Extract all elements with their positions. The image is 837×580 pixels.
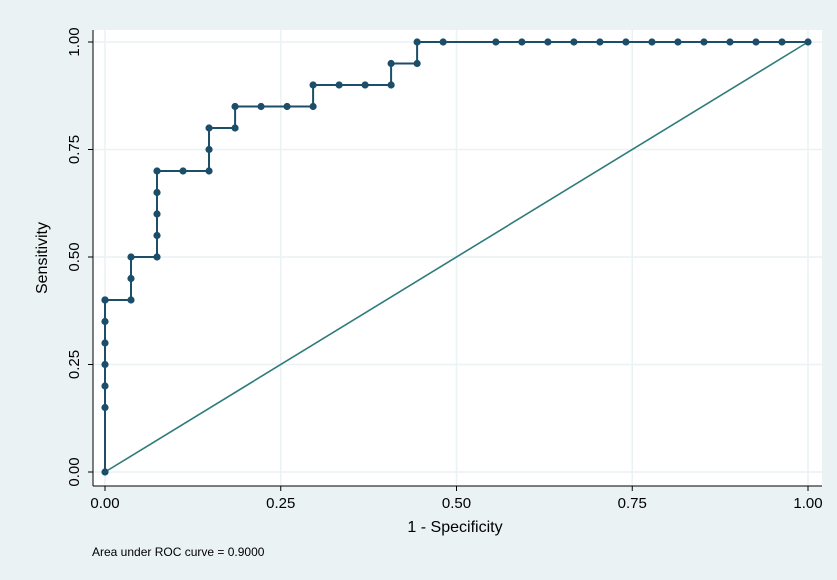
- roc-point: [153, 231, 161, 240]
- roc-point: [622, 38, 630, 46]
- roc-point: [309, 81, 317, 89]
- roc-point: [726, 38, 734, 46]
- x-tick-label-4: 1.00: [793, 495, 822, 512]
- roc-point: [101, 382, 109, 390]
- reference-line: [104, 41, 809, 473]
- y-tick-label-0: 0.00: [66, 457, 83, 486]
- roc-point: [804, 38, 812, 46]
- roc-point: [752, 38, 760, 46]
- roc-point: [231, 124, 239, 132]
- roc-point: [205, 145, 213, 154]
- y-tick-label-2: 0.50: [66, 242, 83, 271]
- auc-note: Area under ROC curve = 0.9000: [92, 545, 265, 559]
- roc-point: [205, 124, 213, 132]
- roc-point: [570, 38, 578, 46]
- roc-point: [231, 102, 239, 111]
- roc-point: [309, 102, 317, 111]
- y-axis-title: Sensitivity: [34, 222, 51, 294]
- roc-point: [518, 38, 526, 46]
- roc-point: [101, 403, 109, 412]
- x-tick-label-3: 0.75: [618, 495, 647, 512]
- y-tick-label-3: 0.75: [66, 135, 83, 164]
- x-axis-title: 1 - Specificity: [407, 519, 502, 536]
- roc-point: [700, 38, 708, 46]
- roc-point: [153, 188, 161, 197]
- roc-point: [127, 296, 135, 304]
- roc-point: [101, 339, 109, 347]
- roc-point: [127, 274, 135, 283]
- y-tick-label-1: 0.25: [66, 350, 83, 379]
- roc-point: [205, 167, 213, 175]
- roc-point: [544, 38, 552, 46]
- roc-point: [101, 296, 109, 304]
- roc-point: [413, 38, 421, 46]
- reference-line-layer: [104, 41, 809, 473]
- roc-point: [179, 167, 187, 175]
- roc-point: [335, 81, 343, 89]
- roc-point: [648, 38, 656, 46]
- roc-point: [101, 468, 109, 476]
- y-tick-label-4: 1.00: [66, 27, 83, 56]
- roc-markers: [101, 38, 812, 476]
- roc-point: [596, 38, 604, 46]
- roc-point: [674, 38, 682, 46]
- roc-point: [387, 81, 395, 89]
- roc-point: [153, 167, 161, 175]
- roc-point: [439, 38, 447, 46]
- roc-point: [778, 38, 786, 46]
- plot-area: [93, 30, 822, 486]
- roc-point: [387, 59, 395, 68]
- roc-point: [257, 102, 265, 111]
- roc-point: [492, 38, 500, 46]
- roc-point: [101, 360, 109, 369]
- roc-point: [153, 253, 161, 261]
- plot-frame: [92, 30, 822, 487]
- roc-point: [127, 253, 135, 261]
- axes: 0.00 0.25 0.50 0.75 1.00 0.00 0.25 0.50 0.75 1.00: [66, 27, 823, 512]
- x-tick-label-2: 0.50: [442, 495, 471, 512]
- x-tick-label-0: 0.00: [90, 495, 119, 512]
- roc-point: [413, 59, 421, 68]
- roc-point: [101, 317, 109, 326]
- x-tick-label-1: 0.25: [266, 495, 295, 512]
- roc-point: [153, 210, 161, 218]
- roc-point: [283, 102, 291, 111]
- roc-point: [361, 81, 369, 89]
